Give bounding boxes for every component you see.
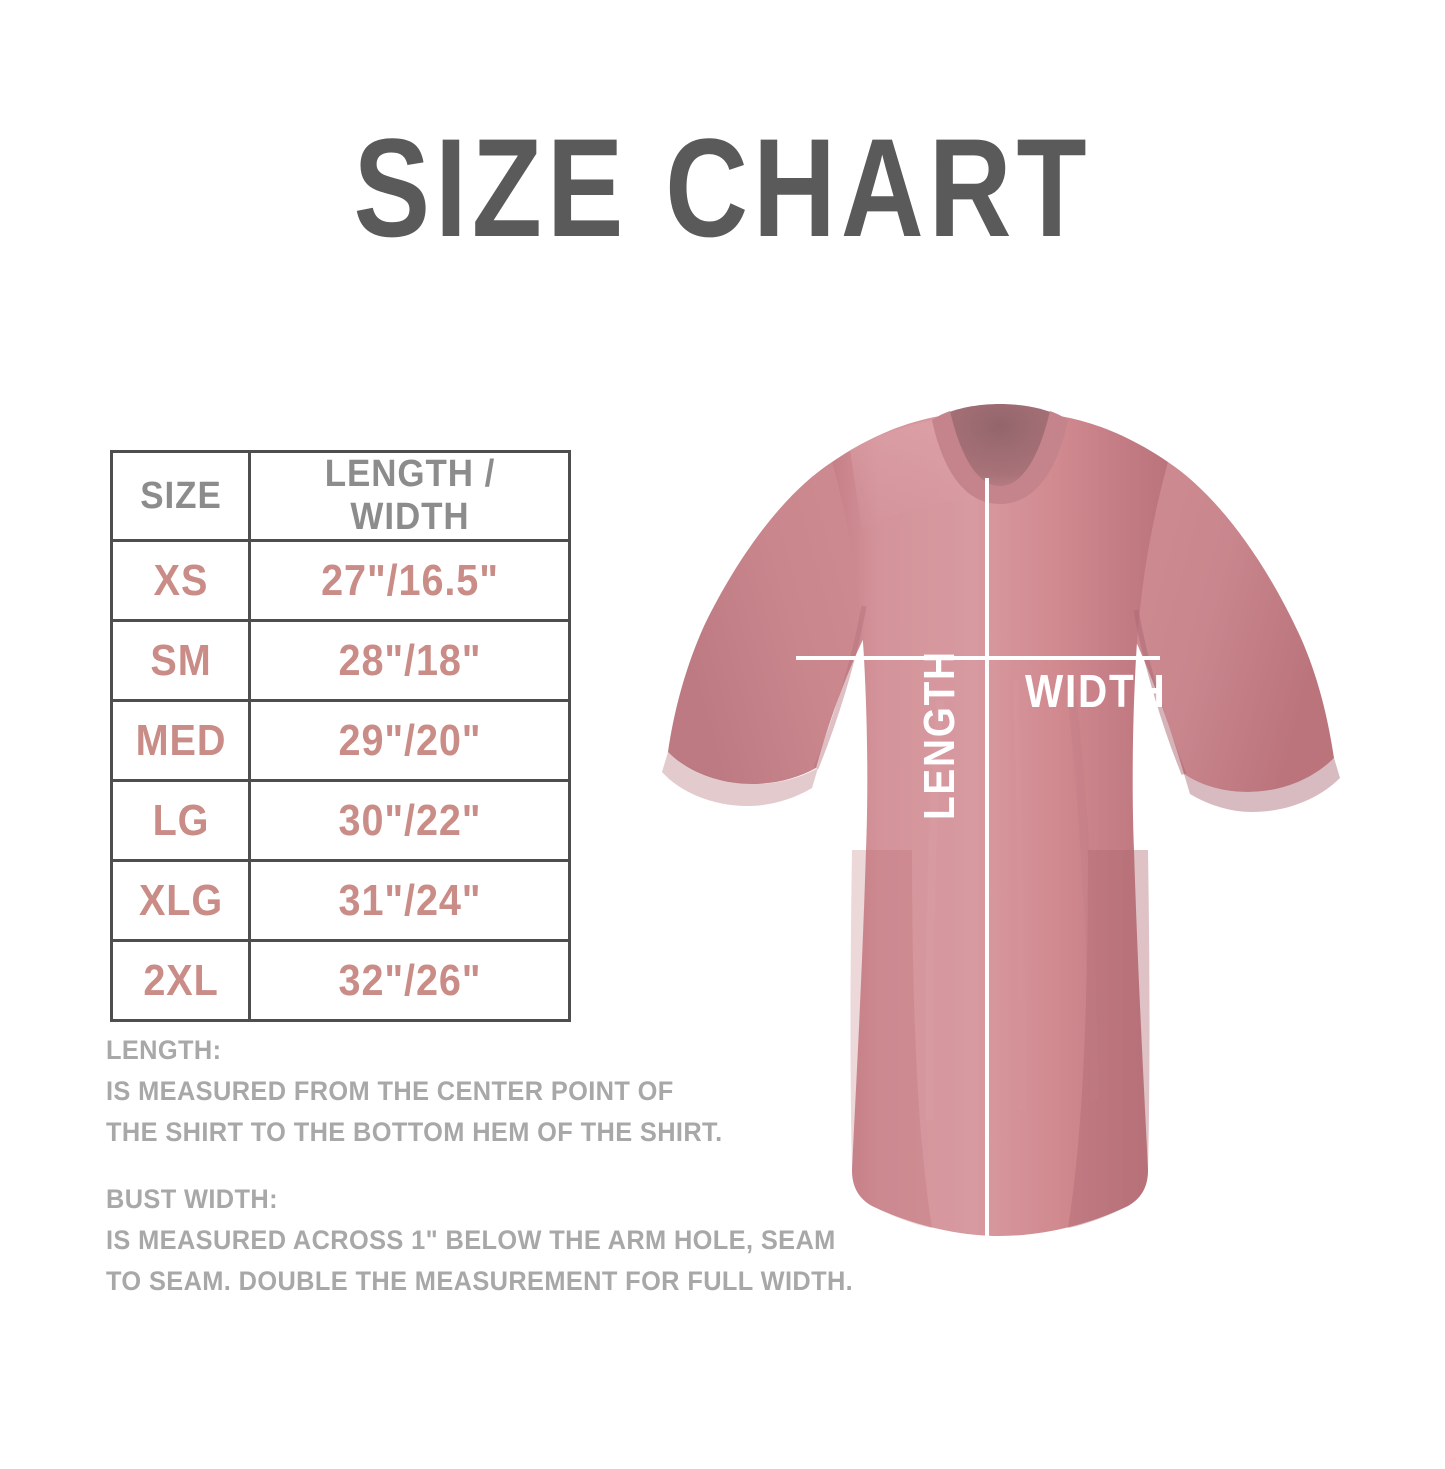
cell-size-lg: LG [117,779,244,862]
cell-size-2xl: 2XL [117,939,244,1022]
note-bust-width-line2: TO SEAM. DOUBLE THE MEASUREMENT FOR FULL… [106,1266,854,1296]
size-table: SIZE LENGTH / WIDTH XS 27"/16.5" SM 28"/… [110,450,571,1022]
left-sleeve-hem [662,752,818,806]
cell-size-sm: SM [117,619,244,702]
right-side-shadow [1068,850,1150,1228]
note-length: LENGTH: IS MEASURED FROM THE CENTER POIN… [106,1030,726,1153]
table-row: XLG 31"/24" [112,859,570,942]
collar-rib [932,411,1068,504]
size-table-body: XS 27"/16.5" SM 28"/18" MED 29"/20" LG 3… [112,539,570,1022]
measurement-notes: LENGTH: IS MEASURED FROM THE CENTER POIN… [106,1030,854,1302]
note-bust-width: BUST WIDTH: IS MEASURED ACROSS 1" BELOW … [106,1179,854,1302]
cell-measurement-2xl: 32"/26" [264,939,555,1022]
left-side-shadow [850,850,932,1228]
tshirt-illustration: WIDTH LENGTH [600,380,1400,1260]
table-row: 2XL 32"/26" [112,939,570,1022]
note-length-heading: LENGTH: [106,1035,222,1065]
fold-left [925,699,944,1121]
right-sleeve-hem [1184,758,1340,812]
fold-right [1065,679,1099,1101]
right-armhole-seam [1133,609,1187,775]
table-row: SM 28"/18" [112,619,570,702]
cell-measurement-xlg: 31"/24" [264,859,555,942]
width-label: WIDTH [1025,665,1167,717]
left-armhole-seam [813,605,867,769]
note-length-line1: IS MEASURED FROM THE CENTER POINT OF [106,1076,674,1106]
left-sleeve [668,462,892,784]
cell-size-xs: XS [117,539,244,622]
cell-size-med: MED [117,699,244,782]
size-table-head: SIZE LENGTH / WIDTH [112,450,570,542]
right-sleeve [1108,462,1334,792]
fold-center [1013,679,1025,1111]
length-label: LENGTH [915,650,964,820]
cell-measurement-xs: 27"/16.5" [264,539,555,622]
note-length-line2: THE SHIRT TO THE BOTTOM HEM OF THE SHIRT… [106,1117,723,1147]
table-header-row: SIZE LENGTH / WIDTH [112,450,570,542]
cell-measurement-med: 29"/20" [264,699,555,782]
page-title: SIZE CHART [353,109,1092,266]
shirt-body [832,416,1168,1236]
width-guide-line [796,656,1160,660]
note-bust-width-heading: BUST WIDTH: [106,1184,278,1214]
column-header-length-width: LENGTH / WIDTH [260,450,559,542]
length-guide-line [985,478,989,1238]
table-row: LG 30"/22" [112,779,570,862]
column-header-size: SIZE [115,450,246,542]
cell-measurement-lg: 30"/22" [264,779,555,862]
table-row: MED 29"/20" [112,699,570,782]
tshirt-icon [662,404,1340,1236]
cell-size-xlg: XLG [117,859,244,942]
note-bust-width-line1: IS MEASURED ACROSS 1" BELOW THE ARM HOLE… [106,1225,836,1255]
cell-measurement-sm: 28"/18" [264,619,555,702]
table-row: XS 27"/16.5" [112,539,570,622]
